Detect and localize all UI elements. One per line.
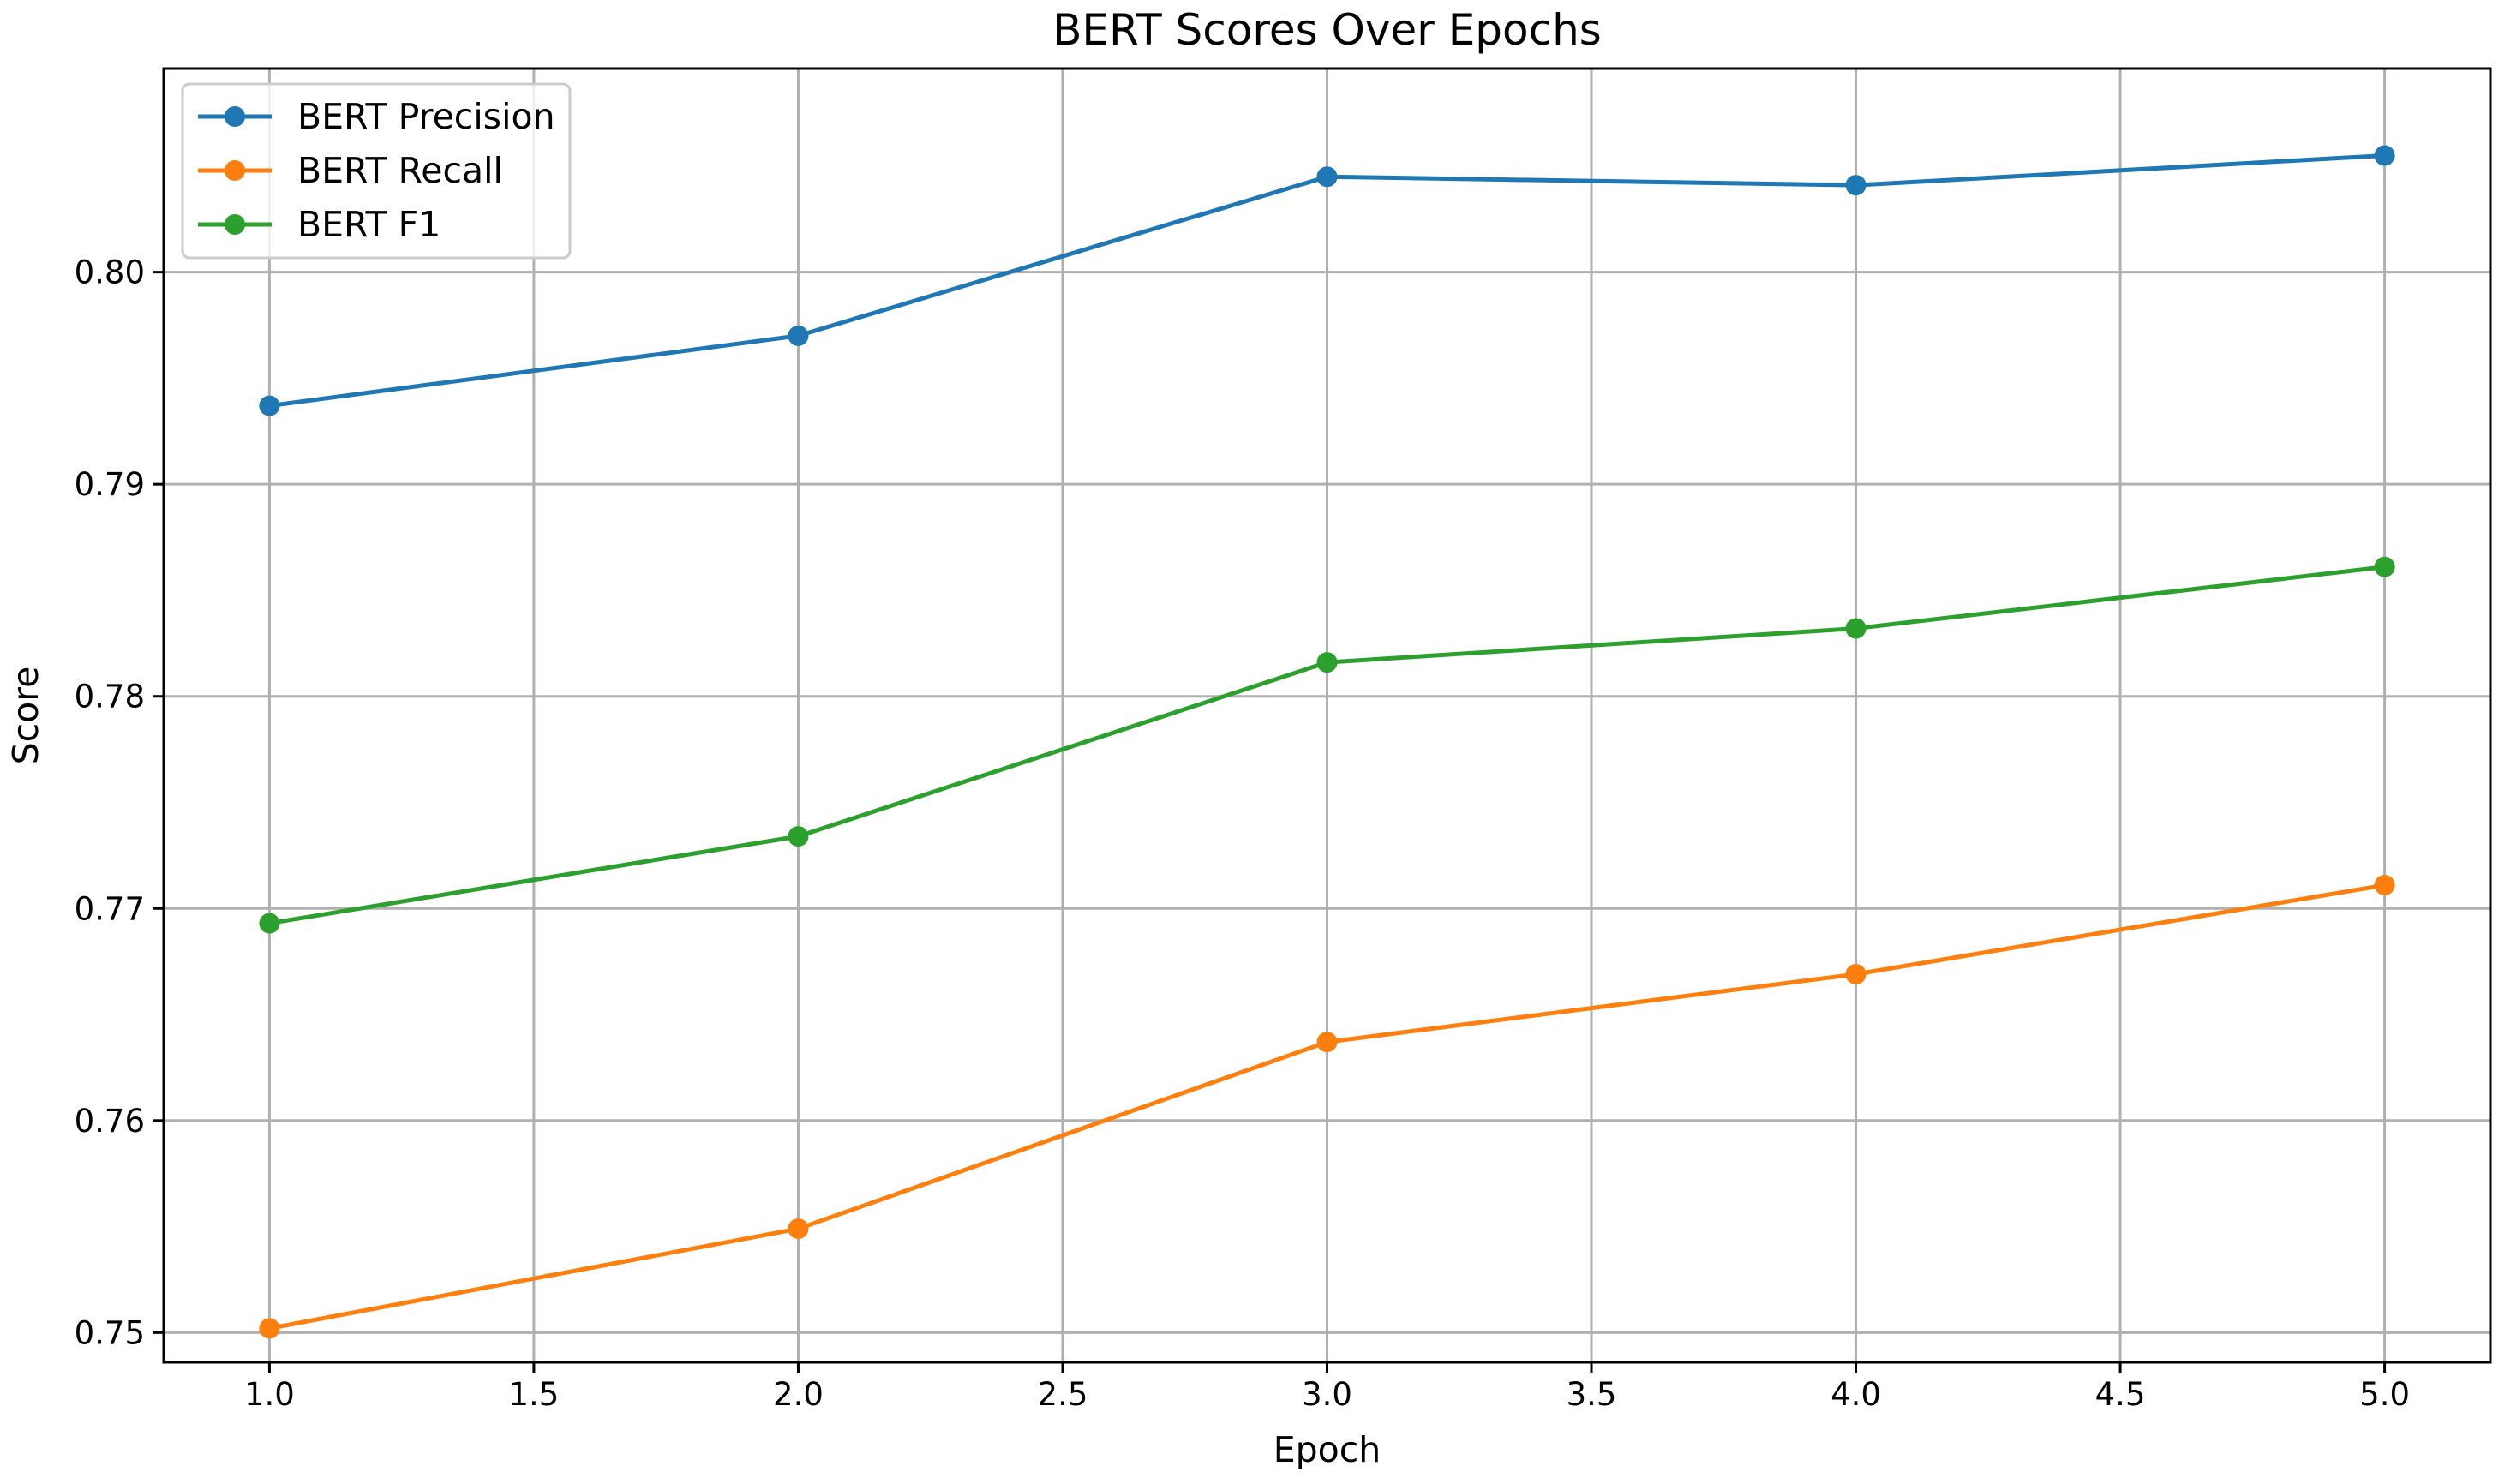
chart-legend: BERT Precision BERT Recall BERT F1 [181, 82, 572, 260]
y-tick-label: 0.79 [75, 466, 145, 503]
data-point [788, 826, 809, 847]
chart-title: BERT Scores Over Epochs [1052, 5, 1602, 55]
y-axis-label: Score [5, 667, 46, 765]
data-point [1845, 618, 1867, 639]
x-tick-label: 3.0 [1302, 1376, 1352, 1413]
data-point [788, 1218, 809, 1240]
y-tick-label: 0.78 [75, 679, 145, 715]
series-bert-f1 [259, 556, 2395, 934]
x-tick-label: 4.5 [2095, 1376, 2146, 1413]
data-series [259, 145, 2395, 1339]
data-point [2374, 145, 2395, 166]
y-tick-label: 0.77 [75, 890, 145, 927]
data-point [1316, 166, 1338, 188]
data-point [1845, 964, 1867, 984]
axis-ticks: 1.0 1.5 2.0 2.5 3.0 3.5 4.0 4.5 5.0 0.75 0.76 0.77 0… [75, 254, 2410, 1413]
x-axis-label: Epoch [1273, 1429, 1381, 1470]
data-point [259, 913, 280, 934]
grid-lines [164, 69, 2490, 1362]
data-point [2374, 556, 2395, 577]
legend-marker [225, 160, 245, 181]
x-tick-label: 1.0 [244, 1376, 295, 1413]
series-bert-recall [259, 875, 2395, 1339]
legend-marker [225, 214, 245, 235]
x-tick-label: 4.0 [1831, 1376, 1881, 1413]
data-point [259, 395, 280, 416]
data-point [1316, 652, 1338, 673]
y-tick-label: 0.76 [75, 1103, 145, 1140]
y-tick-label: 0.75 [75, 1314, 145, 1351]
x-tick-label: 2.0 [773, 1376, 824, 1413]
x-tick-label: 3.5 [1567, 1376, 1617, 1413]
legend-box [181, 82, 572, 260]
legend-label: BERT F1 [297, 204, 440, 245]
x-tick-label: 2.5 [1038, 1376, 1088, 1413]
legend-label: BERT Precision [297, 96, 555, 137]
x-tick-label: 1.5 [509, 1376, 560, 1413]
legend-label: BERT Recall [297, 150, 503, 191]
series-bert-precision [259, 145, 2395, 416]
x-tick-label: 5.0 [2359, 1376, 2410, 1413]
data-point [1316, 1032, 1338, 1053]
data-point [2374, 875, 2395, 896]
data-point [259, 1318, 280, 1339]
data-point [1845, 175, 1867, 196]
plot-area-frame [162, 67, 2492, 1364]
data-point [788, 325, 809, 346]
y-tick-label: 0.80 [75, 254, 145, 291]
legend-marker [225, 106, 245, 127]
